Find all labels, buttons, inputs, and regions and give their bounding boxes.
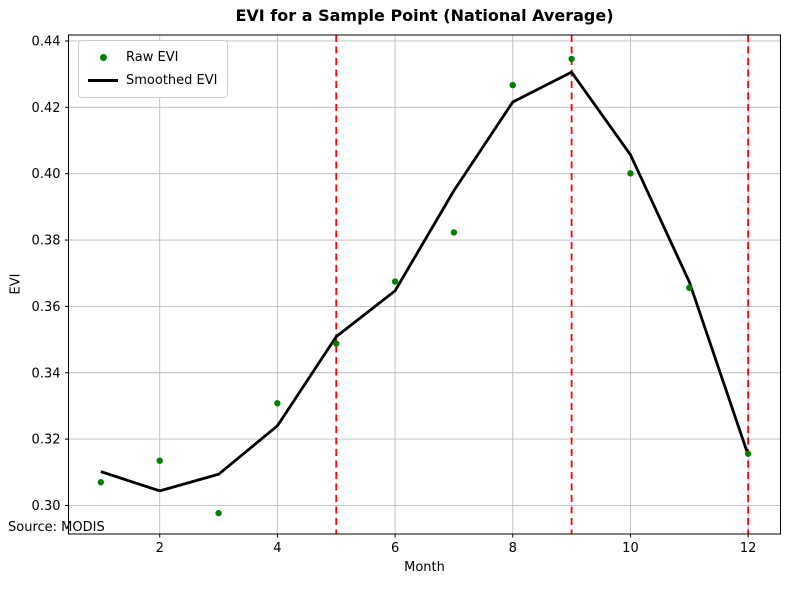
raw-evi-point	[686, 284, 693, 292]
y-tick-label: 0.40	[32, 167, 61, 182]
y-tick-label: 0.34	[32, 366, 61, 381]
smoothed-evi-line	[100, 70, 750, 493]
legend-marker-cell	[86, 54, 120, 61]
legend-item-smoothed-evi: Smoothed EVI	[86, 69, 217, 92]
plot-border	[68, 34, 781, 535]
raw-evi-point	[568, 55, 575, 63]
source-note: Source: MODIS	[8, 520, 105, 535]
raw-evi-point	[509, 81, 516, 89]
legend: Raw EVI Smoothed EVI	[78, 40, 229, 98]
y-tick-label: 0.38	[32, 234, 61, 249]
legend-label-raw-evi: Raw EVI	[126, 50, 179, 65]
raw-evi-point	[627, 170, 634, 177]
x-tick-label: 6	[391, 541, 399, 556]
y-tick-label: 0.44	[32, 34, 61, 49]
legend-item-raw-evi: Raw EVI	[86, 46, 217, 69]
x-tick-label: 8	[509, 541, 517, 556]
x-tick-label: 2	[156, 541, 164, 556]
raw-evi-point	[391, 278, 399, 285]
smoothed-evi-line-marker-icon	[88, 79, 118, 82]
raw-evi-point	[450, 229, 458, 236]
legend-label-smoothed-evi: Smoothed EVI	[126, 73, 218, 88]
y-axis-label: EVI	[8, 273, 24, 295]
y-tick-label: 0.32	[32, 433, 61, 448]
raw-evi-point	[156, 457, 163, 464]
x-tick-label: 12	[740, 541, 757, 556]
raw-evi-point	[274, 400, 281, 407]
y-tick-label: 0.30	[32, 499, 61, 514]
raw-evi-point	[215, 509, 222, 517]
raw-evi-dot-marker-icon	[99, 54, 107, 61]
raw-evi-point	[97, 479, 105, 486]
y-tick-label: 0.42	[32, 101, 61, 116]
raw-evi-point	[744, 450, 752, 457]
chart-title: EVI for a Sample Point (National Average…	[235, 6, 614, 25]
y-tick-label: 0.36	[32, 300, 61, 315]
raw-evi-point	[333, 340, 340, 347]
x-axis-label: Month	[404, 560, 445, 575]
legend-marker-cell	[86, 79, 120, 82]
x-tick-label: 4	[273, 541, 281, 556]
x-tick-label: 10	[622, 541, 639, 556]
